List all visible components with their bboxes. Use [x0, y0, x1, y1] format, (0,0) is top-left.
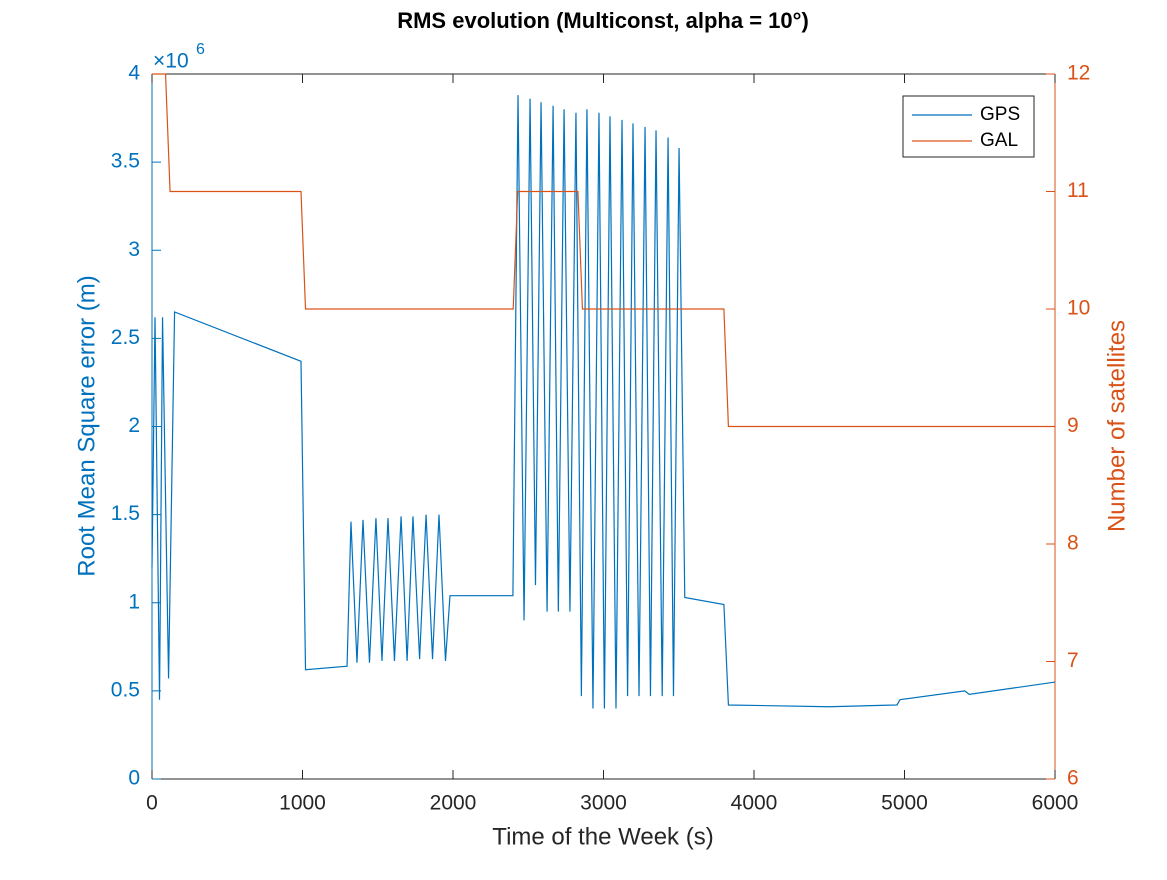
x-tick-label: 2000 — [430, 792, 477, 815]
x-tick-label: 4000 — [731, 792, 778, 815]
y2-tick-label: 10 — [1067, 297, 1090, 320]
x-tick-label: 6000 — [1032, 792, 1079, 815]
y-tick-label: 1 — [128, 590, 140, 613]
y-tick-label: 2.5 — [111, 326, 140, 349]
y2-axis-label: Number of satellites — [1103, 320, 1130, 532]
y-exponent-base: ×10 — [153, 50, 189, 73]
y2-tick-label: 7 — [1067, 649, 1079, 672]
y2-tick-label: 9 — [1067, 414, 1079, 437]
y-tick-label: 0 — [128, 767, 140, 790]
y2-tick-label: 6 — [1067, 767, 1079, 790]
x-tick-label: 5000 — [881, 792, 928, 815]
y-tick-label: 2 — [128, 414, 140, 437]
data-line — [152, 73, 1055, 428]
y-axis-label: Root Mean Square error (m) — [73, 275, 100, 576]
y2-tick-label: 8 — [1067, 532, 1079, 555]
legend: GPS GAL — [902, 95, 1035, 158]
x-axis-label: Time of the Week (s) — [492, 823, 713, 850]
y2-tick-label: 11 — [1067, 179, 1089, 202]
y-tick-label: 0.5 — [111, 678, 140, 701]
y-exponent-power: 6 — [196, 41, 205, 58]
y2-tick-label: 12 — [1067, 62, 1090, 85]
x-tick-label: 0 — [146, 792, 158, 815]
y-tick-label: 1.5 — [111, 502, 140, 525]
legend-label: GPS — [980, 104, 1020, 125]
chart-title: RMS evolution (Multiconst, alpha = 10°) — [397, 8, 809, 33]
y-tick-label: 3.5 — [111, 150, 140, 173]
y-tick-label: 3 — [128, 238, 140, 261]
data-line — [151, 95, 1056, 709]
x-tick-label: 1000 — [279, 792, 326, 815]
legend-box — [902, 95, 1035, 158]
y-tick-label: 4 — [128, 62, 140, 85]
legend-label: GAL — [980, 130, 1018, 151]
x-tick-label: 3000 — [580, 792, 627, 815]
